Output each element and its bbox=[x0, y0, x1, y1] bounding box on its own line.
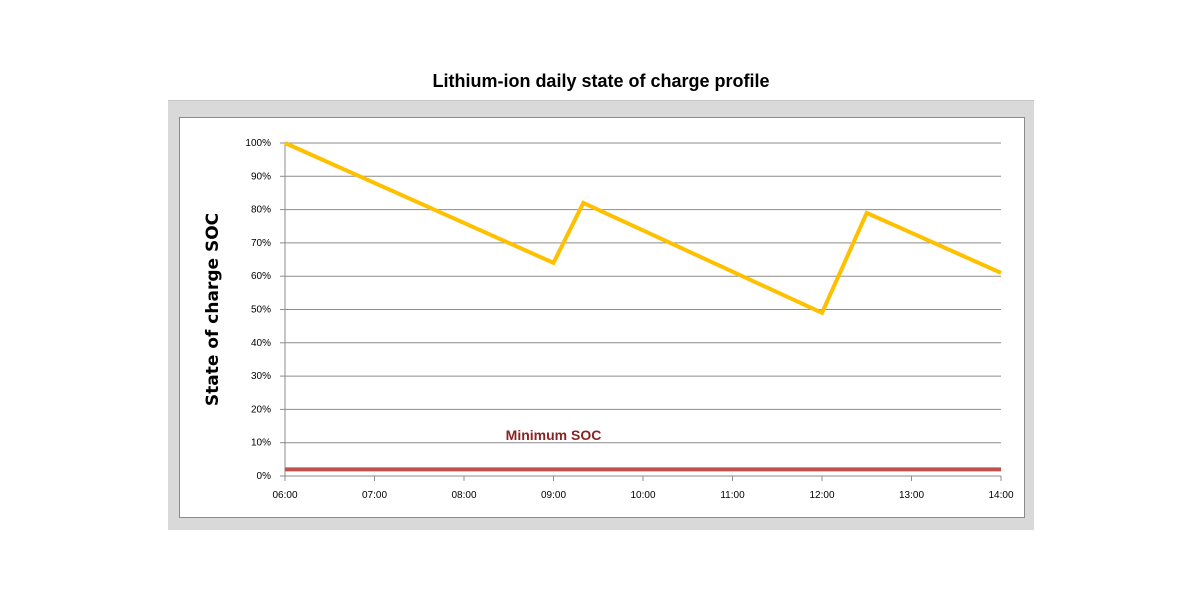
x-tick-label: 09:00 bbox=[541, 490, 566, 501]
y-tick-label: 30% bbox=[251, 371, 271, 382]
x-tick-label: 06:00 bbox=[272, 490, 297, 501]
y-tick-label: 90% bbox=[251, 171, 271, 182]
chart-title: Lithium-ion daily state of charge profil… bbox=[432, 70, 770, 91]
x-tick-label: 10:00 bbox=[630, 490, 655, 501]
y-tick-label: 60% bbox=[251, 271, 271, 282]
y-tick-label: 100% bbox=[245, 138, 271, 149]
x-tick-label: 12:00 bbox=[809, 490, 834, 501]
chart-panel: Lithium-ion daily state of charge profil… bbox=[168, 62, 1034, 530]
x-tick-label: 07:00 bbox=[362, 490, 387, 501]
y-tick-label: 70% bbox=[251, 238, 271, 249]
soc-series-line bbox=[284, 141, 1002, 316]
minimum-soc-label: Minimum SOC bbox=[506, 427, 602, 443]
x-tick-label: 13:00 bbox=[899, 490, 924, 501]
x-tick-label: 11:00 bbox=[720, 490, 745, 501]
chart-title-bar: Lithium-ion daily state of charge profil… bbox=[168, 62, 1034, 101]
y-tick-label: 80% bbox=[251, 205, 271, 216]
y-tick-label: 0% bbox=[257, 471, 272, 482]
x-tick-label: 14:00 bbox=[988, 490, 1013, 501]
y-tick-label: 20% bbox=[251, 404, 271, 415]
y-tick-label: 50% bbox=[251, 305, 271, 316]
y-tick-label: 40% bbox=[251, 338, 271, 349]
plot-frame bbox=[179, 117, 1025, 518]
y-tick-label: 10% bbox=[251, 438, 271, 449]
y-axis-label: State of charge SOC bbox=[203, 213, 223, 406]
x-tick-label: 08:00 bbox=[451, 490, 476, 501]
